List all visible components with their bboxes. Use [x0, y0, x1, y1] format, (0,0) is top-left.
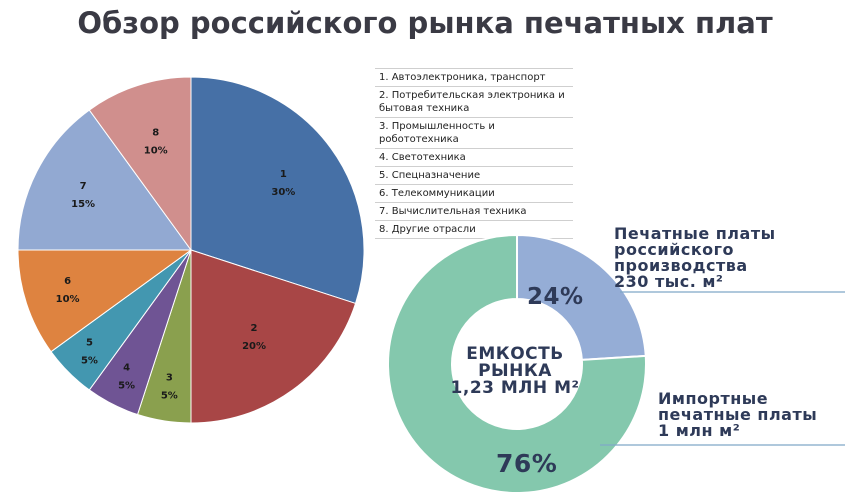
callout-line-text: Импортные: [658, 389, 769, 408]
legend-entry: 6. Телекоммуникации: [375, 184, 573, 202]
pie-category-label: 3: [166, 373, 173, 384]
center-label-line: РЫНКА: [478, 361, 552, 381]
callout-line-text: 1 млн м²: [658, 421, 741, 440]
pie-category-label: 2: [251, 323, 258, 334]
pie-slice-1: [190, 76, 365, 305]
domestic-percent-label: 24%: [527, 284, 584, 310]
callout-line-text: 230 тыс. м²: [614, 272, 724, 291]
legend-entry: 7. Вычислительная техника: [375, 202, 573, 220]
legend-entry: 3. Промышленность и робототехника: [375, 117, 573, 148]
import-percent-label: 76%: [496, 449, 558, 478]
center-label-line: 1,23 МЛН М²: [450, 378, 580, 398]
pie-category-label: 7: [80, 181, 87, 192]
pie-category-label: 4: [123, 362, 130, 373]
pie-slice-2: [190, 249, 357, 424]
callout-line-text: Печатные платы: [614, 224, 776, 243]
pie-legend: 1. Автоэлектроника, транспорт 2. Потребит…: [375, 68, 573, 239]
pie-value-label: 15%: [71, 199, 95, 210]
chart-title: Обзор российского рынка печатных плат: [77, 6, 773, 40]
donut-center-label: ЕМКОСТЬ РЫНКА 1,23 МЛН М²: [440, 346, 590, 397]
legend-entry: 4. Светотехника: [375, 148, 573, 166]
import-callout: Импортные печатные платы 1 млн м²: [658, 391, 848, 439]
pie-slice-7: [17, 109, 192, 251]
pie-value-label: 10%: [144, 145, 168, 156]
pie-category-label: 1: [280, 169, 287, 180]
pie-slice-6: [17, 249, 193, 353]
donut-slice-domestic: [516, 233, 647, 361]
pie-value-label: 20%: [242, 341, 266, 352]
pie-value-label: 5%: [161, 391, 178, 402]
pie-category-label: 8: [152, 127, 159, 138]
pie-category-label: 6: [64, 276, 71, 287]
pie-value-label: 10%: [56, 294, 80, 305]
center-label-line: ЕМКОСТЬ: [466, 344, 564, 364]
pie-value-label: 30%: [271, 187, 295, 198]
pie-value-label: 5%: [81, 356, 98, 367]
callout-line-text: печатные платы: [658, 405, 818, 424]
legend-entry: 1. Автоэлектроника, транспорт: [375, 68, 573, 86]
donut-slice-import: [387, 233, 647, 494]
pie-slice-8: [88, 76, 192, 252]
domestic-callout: Печатные платы российского производства 230…: [614, 226, 844, 290]
pie-category-label: 5: [86, 338, 93, 349]
legend-entry: 8. Другие отрасли: [375, 220, 573, 239]
callout-line-text: производства: [614, 256, 748, 275]
legend-entry: 2. Потребительская электроника и бытовая…: [375, 86, 573, 117]
legend-entry: 5. Спецназначение: [375, 166, 573, 184]
pie-value-label: 5%: [118, 380, 135, 391]
callout-line-text: российского: [614, 240, 735, 259]
